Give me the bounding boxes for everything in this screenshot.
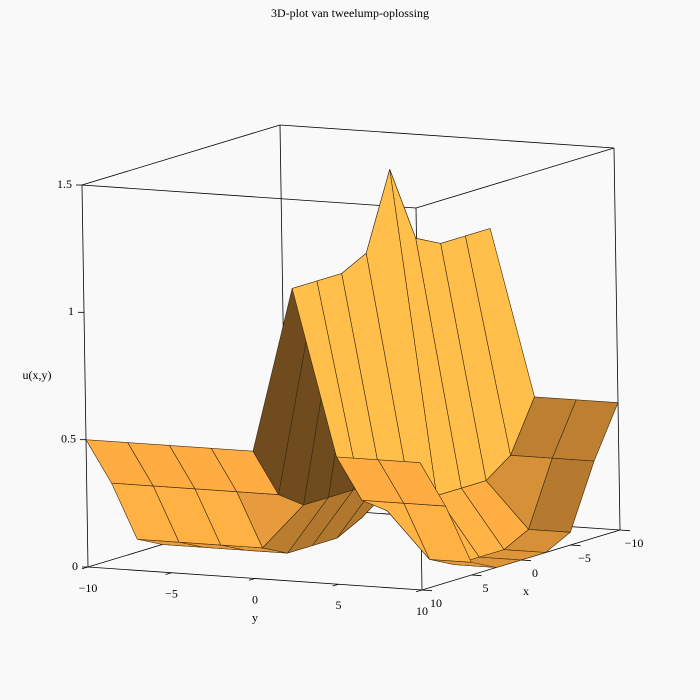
surface [85, 169, 619, 568]
box-edge [81, 184, 417, 209]
y-tick-label: −5 [165, 587, 178, 601]
y-tick-label: −10 [79, 581, 98, 595]
y-tick-label: 10 [416, 604, 428, 618]
x-tick-label: 0 [532, 566, 538, 580]
x-tick-label: −10 [625, 536, 644, 550]
x-tick-label: 10 [430, 596, 442, 610]
z-tick-label: 1.5 [57, 177, 72, 191]
surface-patch [377, 459, 447, 507]
y-tick [248, 578, 256, 581]
y-tick [415, 589, 423, 593]
z-tick-label: 0 [72, 559, 78, 573]
axes: −10 −5 0 5 10 −10 −5 0 5 10 0 0.5 1 1.5 y x u(x,y) [23, 177, 644, 625]
x-tick [619, 529, 631, 532]
box-edge [415, 147, 615, 209]
box-edge [279, 124, 615, 149]
chart-title: 3D-plot van tweelump-oplossing [271, 6, 429, 20]
box-edge [613, 147, 621, 531]
x-tick-label: 5 [483, 581, 489, 595]
y-axis-label: y [252, 610, 258, 624]
z-tick-label: 0.5 [61, 431, 76, 445]
z-axis-label: u(x,y) [23, 368, 52, 382]
x-tick [570, 544, 581, 547]
z-tick-label: 1 [68, 304, 74, 318]
y-tick-label: 0 [252, 592, 258, 606]
x-tick [421, 589, 433, 592]
x-tick-label: −5 [578, 551, 591, 565]
y-tick-label: 5 [336, 598, 342, 612]
box-edge [81, 124, 281, 186]
x-axis-label: x [523, 584, 529, 598]
x-tick [471, 574, 482, 577]
box-edge [81, 184, 89, 568]
x-tick [520, 559, 532, 562]
y-tick [165, 572, 172, 575]
y-tick [332, 583, 339, 587]
